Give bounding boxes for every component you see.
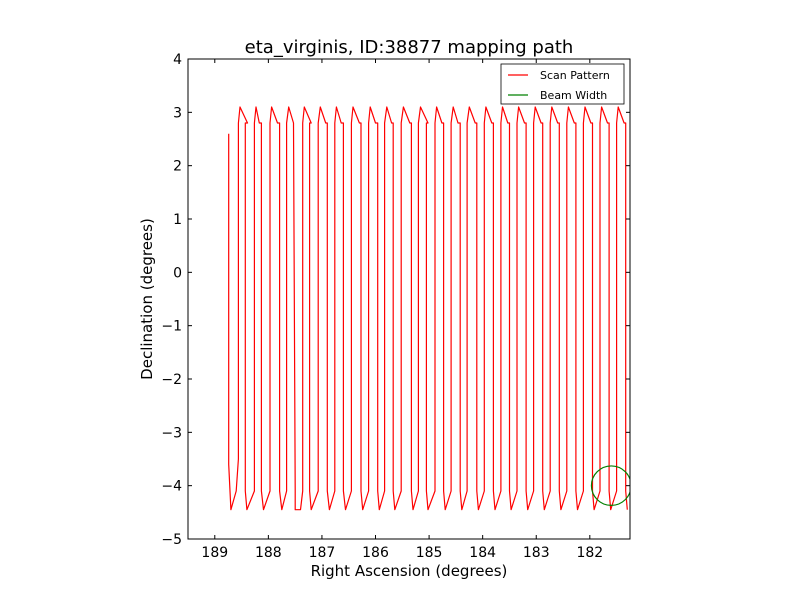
y-axis-title: Declination (degrees) — [138, 218, 156, 380]
beam-width-circle — [590, 465, 630, 506]
x-tick-label: 183 — [523, 545, 550, 561]
legend-label-beam-width: Beam Width — [540, 89, 607, 102]
x-tick-label: 185 — [416, 545, 443, 561]
y-tick-label: 2 — [173, 159, 182, 175]
y-tick-label: 4 — [173, 52, 182, 68]
chart-title: eta_virginis, ID:38877 mapping path — [245, 37, 574, 58]
x-tick-label: 189 — [201, 545, 228, 561]
scan-pattern-line — [228, 106, 628, 511]
legend-label-scan-pattern: Scan Pattern — [540, 69, 610, 82]
x-tick-label: 188 — [255, 545, 282, 561]
y-tick-label: −4 — [161, 479, 182, 495]
y-axis: −5 −4 −3 −2 −1 0 1 2 3 4 — [161, 52, 630, 548]
x-tick-label: 186 — [362, 545, 389, 561]
plot-frame — [187, 58, 631, 540]
legend: Scan Pattern Beam Width — [500, 63, 625, 105]
x-axis-title: Right Ascension (degrees) — [311, 562, 508, 580]
x-tick-label: 184 — [469, 545, 496, 561]
x-axis: 189 188 187 186 185 184 183 182 — [201, 59, 603, 561]
plot-content — [228, 106, 630, 511]
y-tick-label: −5 — [161, 532, 182, 548]
y-tick-label: 1 — [173, 212, 182, 228]
x-tick-label: 182 — [576, 545, 603, 561]
x-tick-label: 187 — [309, 545, 336, 561]
y-tick-label: 0 — [173, 265, 182, 281]
y-tick-label: 3 — [173, 105, 182, 121]
y-tick-label: −3 — [161, 425, 182, 441]
y-tick-label: −1 — [161, 319, 182, 335]
legend-box — [500, 63, 625, 105]
y-tick-label: −2 — [161, 372, 182, 388]
